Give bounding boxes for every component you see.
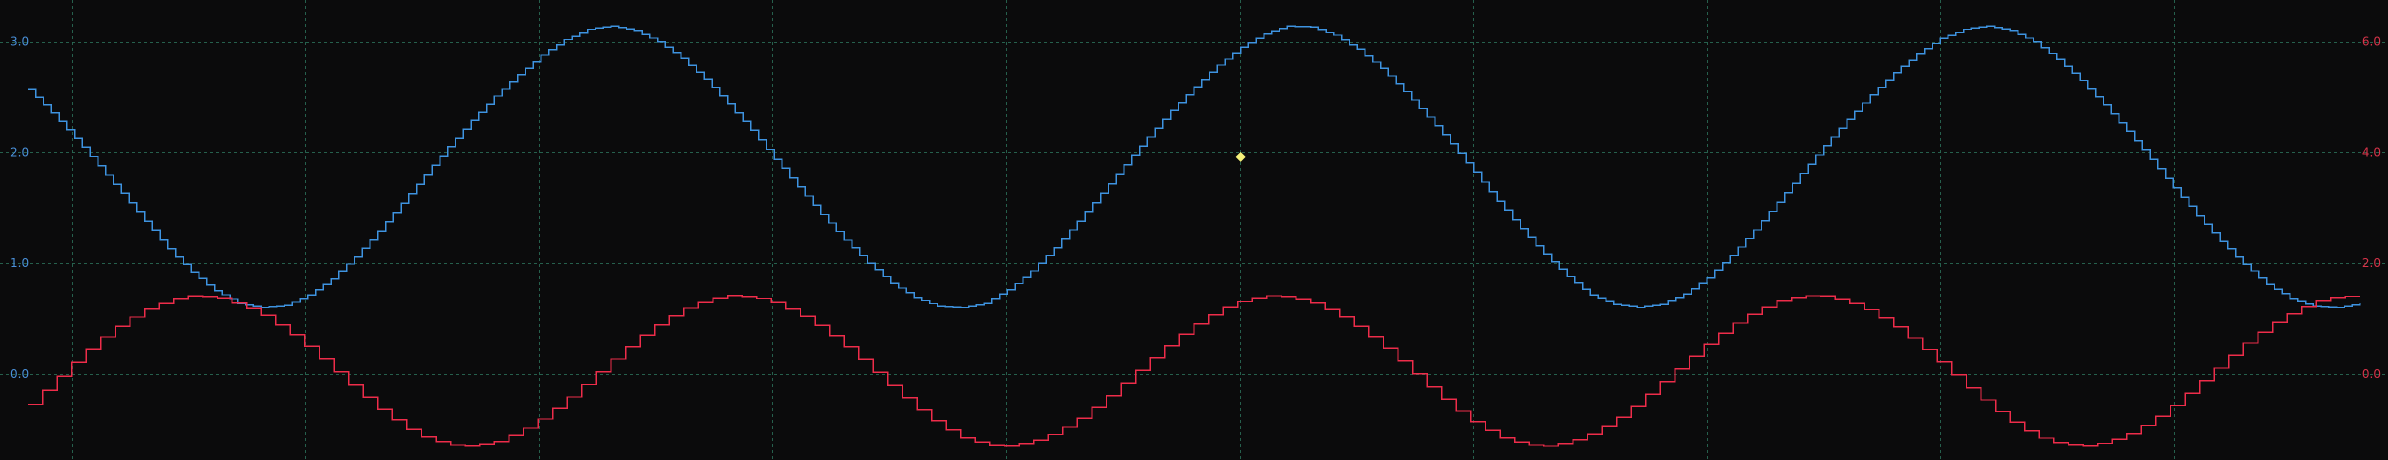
right-tick-label: 4.0 (2362, 145, 2381, 159)
cursor-layer[interactable] (1235, 151, 1246, 162)
right-axis-ticks: 0.0 2.0 4.0 6.0 (2362, 35, 2381, 381)
series-trace-red (28, 295, 2360, 447)
left-tick-label: 1.0 (10, 256, 29, 270)
left-tick-label: 3.0 (10, 35, 29, 49)
left-tick-label: 2.0 (10, 145, 29, 159)
series-trace-blue (28, 25, 2361, 309)
cursor-marker[interactable] (1235, 151, 1246, 162)
right-tick-label: 2.0 (2362, 256, 2381, 270)
left-tick-label: 0.0 (10, 367, 29, 381)
right-tick-label: 0.0 (2362, 367, 2381, 381)
left-axis-ticks: 0.0 1.0 2.0 3.0 (10, 35, 29, 381)
right-tick-label: 6.0 (2362, 35, 2381, 49)
series-layer (28, 25, 2361, 447)
